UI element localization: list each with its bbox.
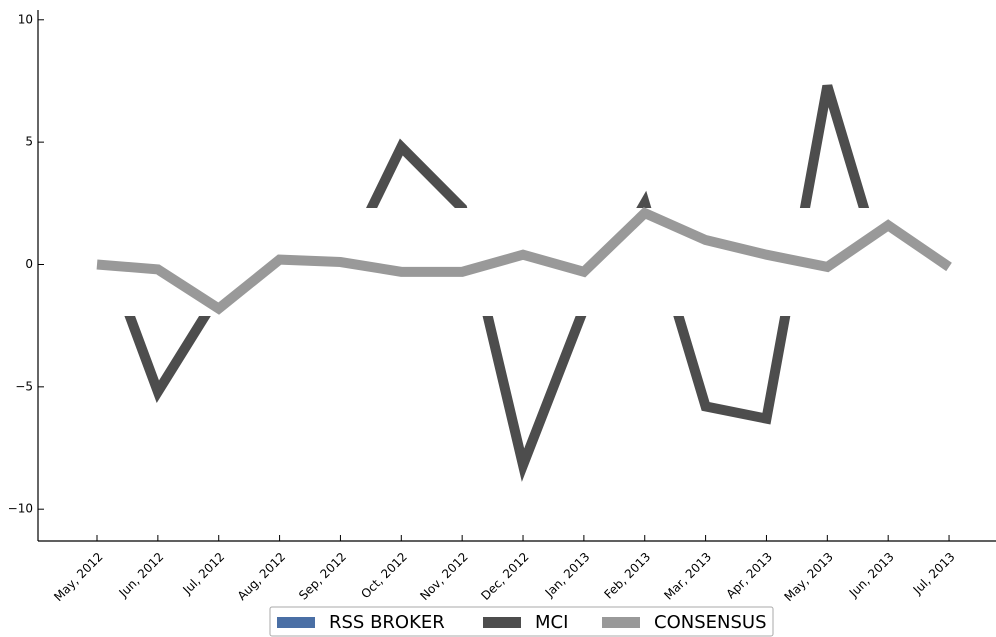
x-tick-label: Dec, 2012: [478, 550, 531, 603]
x-tick-label: Aug, 2012: [235, 550, 288, 603]
x-tick-label: Nov, 2012: [417, 550, 470, 603]
y-tick-label: 0: [25, 257, 33, 271]
x-tick-label: Jul, 2012: [179, 550, 227, 598]
x-tick-label: May, 2013: [781, 550, 835, 604]
x-tick-label: Sep, 2012: [296, 550, 349, 603]
y-tick-label: −5: [15, 379, 33, 393]
legend-label: CONSENSUS: [654, 612, 767, 633]
x-tick-label: Mar, 2013: [661, 550, 714, 603]
x-tick-label: Jan, 2013: [542, 550, 593, 601]
x-tick-label: Jun, 2013: [846, 550, 897, 601]
x-tick-label: Oct, 2012: [358, 550, 410, 602]
y-tick-label: 5: [25, 135, 33, 149]
x-tick-label: Jul, 2013: [910, 550, 958, 598]
legend-label: MCI: [535, 612, 568, 633]
y-tick-label: 10: [18, 12, 33, 26]
legend-swatch: [483, 617, 521, 628]
series-line: [96, 207, 952, 315]
over-layer: [96, 207, 952, 315]
x-tick-label: May, 2012: [51, 550, 105, 604]
x-tick-label: Apr, 2013: [723, 550, 775, 602]
legend-label: RSS BROKER: [329, 612, 445, 633]
x-tick-label: Jun, 2012: [116, 550, 167, 601]
x-tick-label: Feb, 2013: [601, 550, 653, 602]
y-tick-label: −10: [8, 502, 33, 516]
legend-box: [269, 606, 774, 637]
legend-swatch: [277, 617, 315, 628]
legend-swatch: [602, 617, 640, 628]
legend: RSS BROKER MCI CONSENSUS: [269, 606, 774, 637]
